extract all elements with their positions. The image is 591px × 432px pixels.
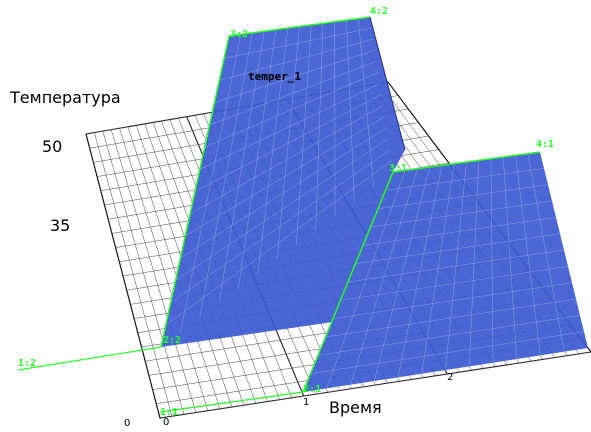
surface-grid-line bbox=[175, 138, 389, 281]
surface-grid-line bbox=[310, 331, 585, 374]
edge-1-2-to-2-2 bbox=[17, 346, 162, 371]
surface-lower-panel bbox=[303, 152, 588, 392]
surface-grid-line bbox=[332, 282, 573, 319]
surface-dark-edge bbox=[369, 16, 406, 151]
surface-grid-line bbox=[190, 105, 384, 214]
edge-1-1-to-2-1 bbox=[159, 391, 304, 413]
node-1-1: 1:1 bbox=[160, 407, 178, 418]
origin-label: 0 bbox=[124, 418, 130, 429]
surface-grid-line bbox=[325, 298, 577, 338]
surface bbox=[17, 16, 588, 413]
x-tick-0: 0 bbox=[163, 417, 169, 428]
surface-grid-line bbox=[317, 315, 581, 356]
surface-grid-line bbox=[204, 72, 379, 148]
surface-grid-line bbox=[224, 27, 372, 59]
node-2-1: 2:1 bbox=[303, 384, 321, 395]
surface-edge-mid bbox=[302, 151, 541, 393]
node-4-2: 4:2 bbox=[370, 6, 388, 17]
x-axis-label: Время bbox=[329, 398, 382, 417]
surface-grid-line bbox=[185, 116, 385, 237]
surface-grid-line bbox=[194, 94, 382, 192]
surface-upper-panel bbox=[161, 17, 405, 347]
surface-grid-lines bbox=[165, 18, 585, 389]
y-axis-label: Температура bbox=[9, 88, 121, 107]
x-tick-1: 1 bbox=[303, 397, 309, 408]
y-tick-35: 35 bbox=[50, 216, 70, 235]
surface-grid-line bbox=[165, 160, 392, 325]
surface-grid-line bbox=[355, 233, 561, 264]
surface-edge-left bbox=[160, 35, 230, 348]
surface-grid-line bbox=[214, 49, 376, 103]
surface-name: temper_1 bbox=[248, 70, 301, 83]
surface-grid-line bbox=[385, 168, 545, 191]
x-tick-2: 2 bbox=[447, 372, 453, 383]
surface-grid-line bbox=[219, 38, 374, 81]
y-tick-50: 50 bbox=[42, 137, 62, 156]
surface-grid-line bbox=[347, 249, 565, 283]
surface-grid-line bbox=[199, 83, 380, 170]
surface-edge-top bbox=[228, 16, 371, 37]
node-3-2: 3:2 bbox=[230, 29, 248, 40]
surface-grid-line bbox=[377, 184, 549, 209]
node-4-1: 4:1 bbox=[536, 139, 554, 150]
surface-grid-line bbox=[362, 217, 557, 246]
surface-grid-line bbox=[170, 149, 390, 303]
surface-grid-line bbox=[180, 127, 387, 259]
node-2-2: 2:2 bbox=[163, 335, 181, 346]
node-3-1: 3:1 bbox=[389, 163, 407, 174]
node-1-2: 1:2 bbox=[18, 358, 36, 369]
surface-grid-line bbox=[340, 266, 569, 301]
grid-line-horizontal bbox=[159, 351, 591, 419]
surface-grid-line bbox=[370, 200, 553, 228]
surface-grid-line bbox=[209, 61, 377, 126]
